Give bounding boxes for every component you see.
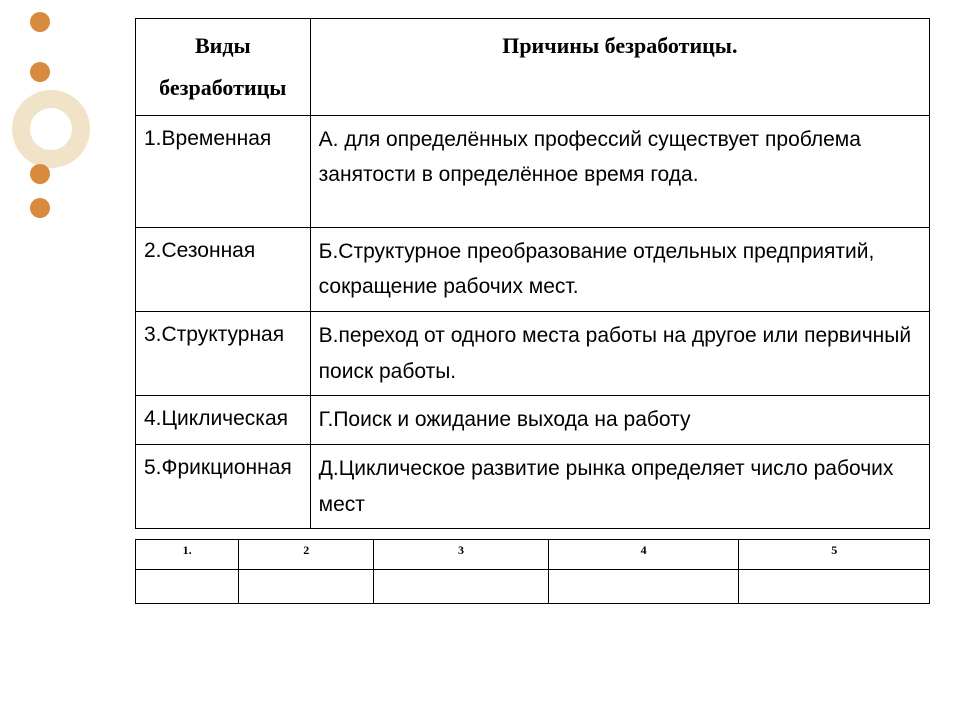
reason-cell: А. для определённых профессий существует… <box>310 115 929 227</box>
answer-blank-cell <box>548 570 739 604</box>
answer-blank-cell <box>374 570 549 604</box>
header-reasons: Причины безработицы. <box>310 19 929 116</box>
ring-shape <box>12 90 90 168</box>
unemployment-table: Виды безработицы Причины безработицы. 1.… <box>135 18 930 529</box>
header-types: Виды безработицы <box>136 19 311 116</box>
answer-header-cell: 3 <box>374 540 549 570</box>
type-cell: 5.Фрикционная <box>136 445 311 529</box>
bullet-dot <box>30 12 50 32</box>
answer-header-cell: 4 <box>548 540 739 570</box>
table-row: 3.Структурная В.переход от одного места … <box>136 311 930 395</box>
answer-blank-cell <box>136 570 239 604</box>
bullet-dot <box>30 164 50 184</box>
reason-cell: Д.Циклическое развитие рынка определяет … <box>310 445 929 529</box>
reason-cell: В.переход от одного места работы на друг… <box>310 311 929 395</box>
table-row: 5.Фрикционная Д.Циклическое развитие рын… <box>136 445 930 529</box>
reason-cell: Б.Структурное преобразование отдельных п… <box>310 227 929 311</box>
answer-header-cell: 5 <box>739 540 930 570</box>
type-cell: 3.Структурная <box>136 311 311 395</box>
bullet-dot <box>30 62 50 82</box>
table-header-row: Виды безработицы Причины безработицы. <box>136 19 930 116</box>
table-row: 1.Временная А. для определённых професси… <box>136 115 930 227</box>
answer-blank-cell <box>239 570 374 604</box>
answer-blank-cell <box>739 570 930 604</box>
answer-header-cell: 2 <box>239 540 374 570</box>
answer-header-row: 1. 2 3 4 5 <box>136 540 930 570</box>
answer-header-cell: 1. <box>136 540 239 570</box>
reason-cell: Г.Поиск и ожидание выхода на работу <box>310 396 929 445</box>
table-row: 4.Циклическая Г.Поиск и ожидание выхода … <box>136 396 930 445</box>
answer-key-table: 1. 2 3 4 5 <box>135 539 930 604</box>
slide-decoration <box>0 0 140 260</box>
type-cell: 4.Циклическая <box>136 396 311 445</box>
slide-content: Виды безработицы Причины безработицы. 1.… <box>135 18 930 604</box>
type-cell: 2.Сезонная <box>136 227 311 311</box>
type-cell: 1.Временная <box>136 115 311 227</box>
bullet-dot <box>30 198 50 218</box>
answer-blank-row <box>136 570 930 604</box>
table-row: 2.Сезонная Б.Структурное преобразование … <box>136 227 930 311</box>
